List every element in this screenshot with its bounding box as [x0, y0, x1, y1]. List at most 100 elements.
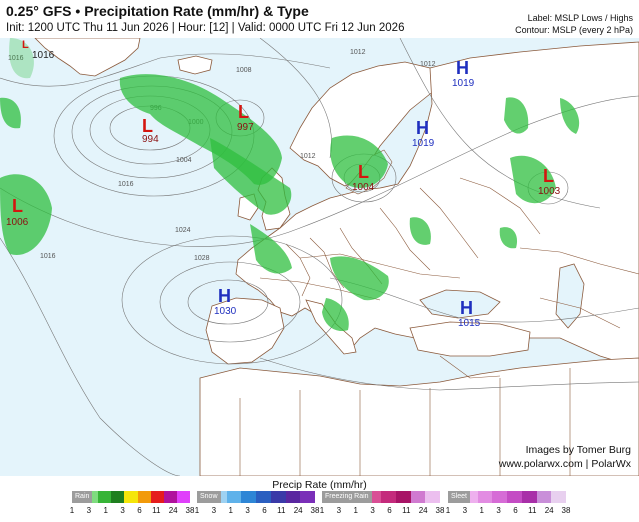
- country-borders: [239, 177, 639, 476]
- tick-label: 3: [336, 506, 342, 515]
- sleet-ticks: 1 3 1 3 6 11 24 38: [445, 506, 571, 516]
- tick-label: 24: [544, 506, 554, 515]
- color-cell: [124, 491, 138, 503]
- credit-author: Images by Tomer Burg: [525, 444, 631, 456]
- tick-label: 38: [435, 506, 445, 515]
- svg-text:1016: 1016: [32, 50, 55, 61]
- color-cell: [477, 491, 493, 503]
- svg-text:H: H: [456, 58, 469, 78]
- freezing-rain-ticks: 1 3 1 3 6 11 24 38: [319, 506, 445, 516]
- color-cell: [98, 491, 112, 503]
- color-cell: [163, 491, 177, 503]
- label-note: Label: MSLP Lows / Highs: [527, 13, 633, 23]
- tick-label: 3: [462, 506, 468, 515]
- scandinavia: [289, 61, 441, 187]
- low-pressure-center: L 994: [142, 116, 159, 145]
- color-cell: [492, 491, 507, 503]
- svg-text:1019: 1019: [412, 138, 435, 149]
- svg-text:H: H: [460, 298, 473, 318]
- isobar-label: 1004: [176, 157, 192, 164]
- svg-text:H: H: [218, 286, 231, 306]
- tick-label: 6: [513, 506, 518, 515]
- tick-label: 6: [137, 506, 142, 515]
- snow-colorbar: Snow: [197, 491, 315, 503]
- pressure-systems: L 1016 L 994 L 997 L 1006 L 1004 L 1003 …: [6, 39, 561, 329]
- freezing-rain-label: Freezing Rain: [322, 491, 372, 503]
- color-cell: [395, 491, 411, 503]
- tick-label: 24: [418, 506, 428, 515]
- isobar-label: 1012: [350, 49, 366, 56]
- tick-label: 1: [228, 506, 233, 515]
- map-subtitle: Init: 1200 UTC Thu 11 Jun 2026 | Hour: […: [6, 22, 405, 34]
- svg-text:1003: 1003: [538, 186, 561, 197]
- tick-label: 1: [479, 506, 484, 515]
- tick-label: 3: [496, 506, 501, 515]
- tick-label: 11: [528, 506, 537, 515]
- svg-text:L: L: [22, 39, 29, 51]
- low-pressure-center: L 1003: [538, 166, 561, 197]
- sleet-colorbar: Sleet: [448, 491, 566, 503]
- svg-text:L: L: [358, 162, 369, 182]
- tick-label: 3: [245, 506, 250, 515]
- color-cell: [256, 491, 271, 503]
- contour-note: Contour: MSLP (every 2 hPa): [515, 25, 633, 35]
- isobar-label: 1016: [118, 181, 134, 188]
- color-cell: [521, 491, 537, 503]
- tick-label: 1: [445, 506, 451, 515]
- svg-text:997: 997: [237, 122, 254, 133]
- tick-label: 11: [402, 506, 411, 515]
- tick-label: 1: [353, 506, 358, 515]
- tick-label: 3: [370, 506, 375, 515]
- tick-label: 3: [211, 506, 217, 515]
- high-pressure-center: H 1019: [452, 58, 475, 89]
- turkey: [409, 321, 531, 357]
- tick-label: 1: [103, 506, 108, 515]
- isobar-label: 1016: [40, 253, 56, 260]
- svg-text:1006: 1006: [6, 217, 29, 228]
- isobar-label: 1012: [300, 153, 316, 160]
- legend-title: Precip Rate (mm/hr): [272, 479, 367, 491]
- svg-text:H: H: [416, 118, 429, 138]
- color-cell: [425, 491, 440, 503]
- tick-label: 11: [277, 506, 286, 515]
- iceland: [177, 55, 213, 75]
- high-pressure-center: H 1030: [214, 286, 237, 317]
- color-cell: [507, 491, 522, 503]
- caspian-sea: [555, 263, 585, 329]
- iberia: [205, 297, 285, 365]
- color-cell: [285, 491, 301, 503]
- rain-colorbar: Rain: [72, 491, 190, 503]
- low-pressure-center: L 1016: [22, 39, 55, 61]
- svg-text:994: 994: [142, 134, 159, 145]
- tick-label: 1: [319, 506, 325, 515]
- tick-label: 24: [293, 506, 303, 515]
- tick-label: 38: [561, 506, 571, 515]
- freezing-rain-colorbar: Freezing Rain: [322, 491, 440, 503]
- isobar-label: 1024: [175, 227, 191, 234]
- low-pressure-center: L 1006: [6, 196, 29, 228]
- map-title: 0.25° GFS • Precipitation Rate (mm/hr) &…: [6, 3, 309, 19]
- color-cell: [381, 491, 396, 503]
- color-cell: [270, 491, 286, 503]
- svg-text:1004: 1004: [352, 182, 375, 193]
- svg-text:1019: 1019: [452, 78, 475, 89]
- low-pressure-center: L 1004: [352, 162, 375, 193]
- high-pressure-center: H 1015: [458, 298, 481, 329]
- color-cell: [176, 491, 190, 503]
- svg-text:L: L: [543, 166, 554, 186]
- svg-text:1030: 1030: [214, 306, 237, 317]
- high-pressure-center: H 1019: [412, 118, 435, 149]
- rain-label: Rain: [72, 491, 93, 503]
- tick-label: 38: [310, 506, 320, 515]
- weather-map: 1016 1008 1012 996 1000 1004 1016 1024 1…: [0, 38, 639, 476]
- snow-ticks: 1 3 1 3 6 11 24 38: [195, 506, 320, 516]
- snow-label: Snow: [197, 491, 221, 503]
- tick-label: 1: [69, 506, 75, 515]
- svg-text:1015: 1015: [458, 318, 481, 329]
- north-africa: [199, 357, 639, 476]
- legend: Precip Rate (mm/hr) Rain Snow Freezing R…: [0, 476, 639, 522]
- precip-areas: [0, 38, 580, 332]
- tick-label: 6: [387, 506, 392, 515]
- isobar-label: 1008: [236, 67, 252, 74]
- color-cell: [150, 491, 164, 503]
